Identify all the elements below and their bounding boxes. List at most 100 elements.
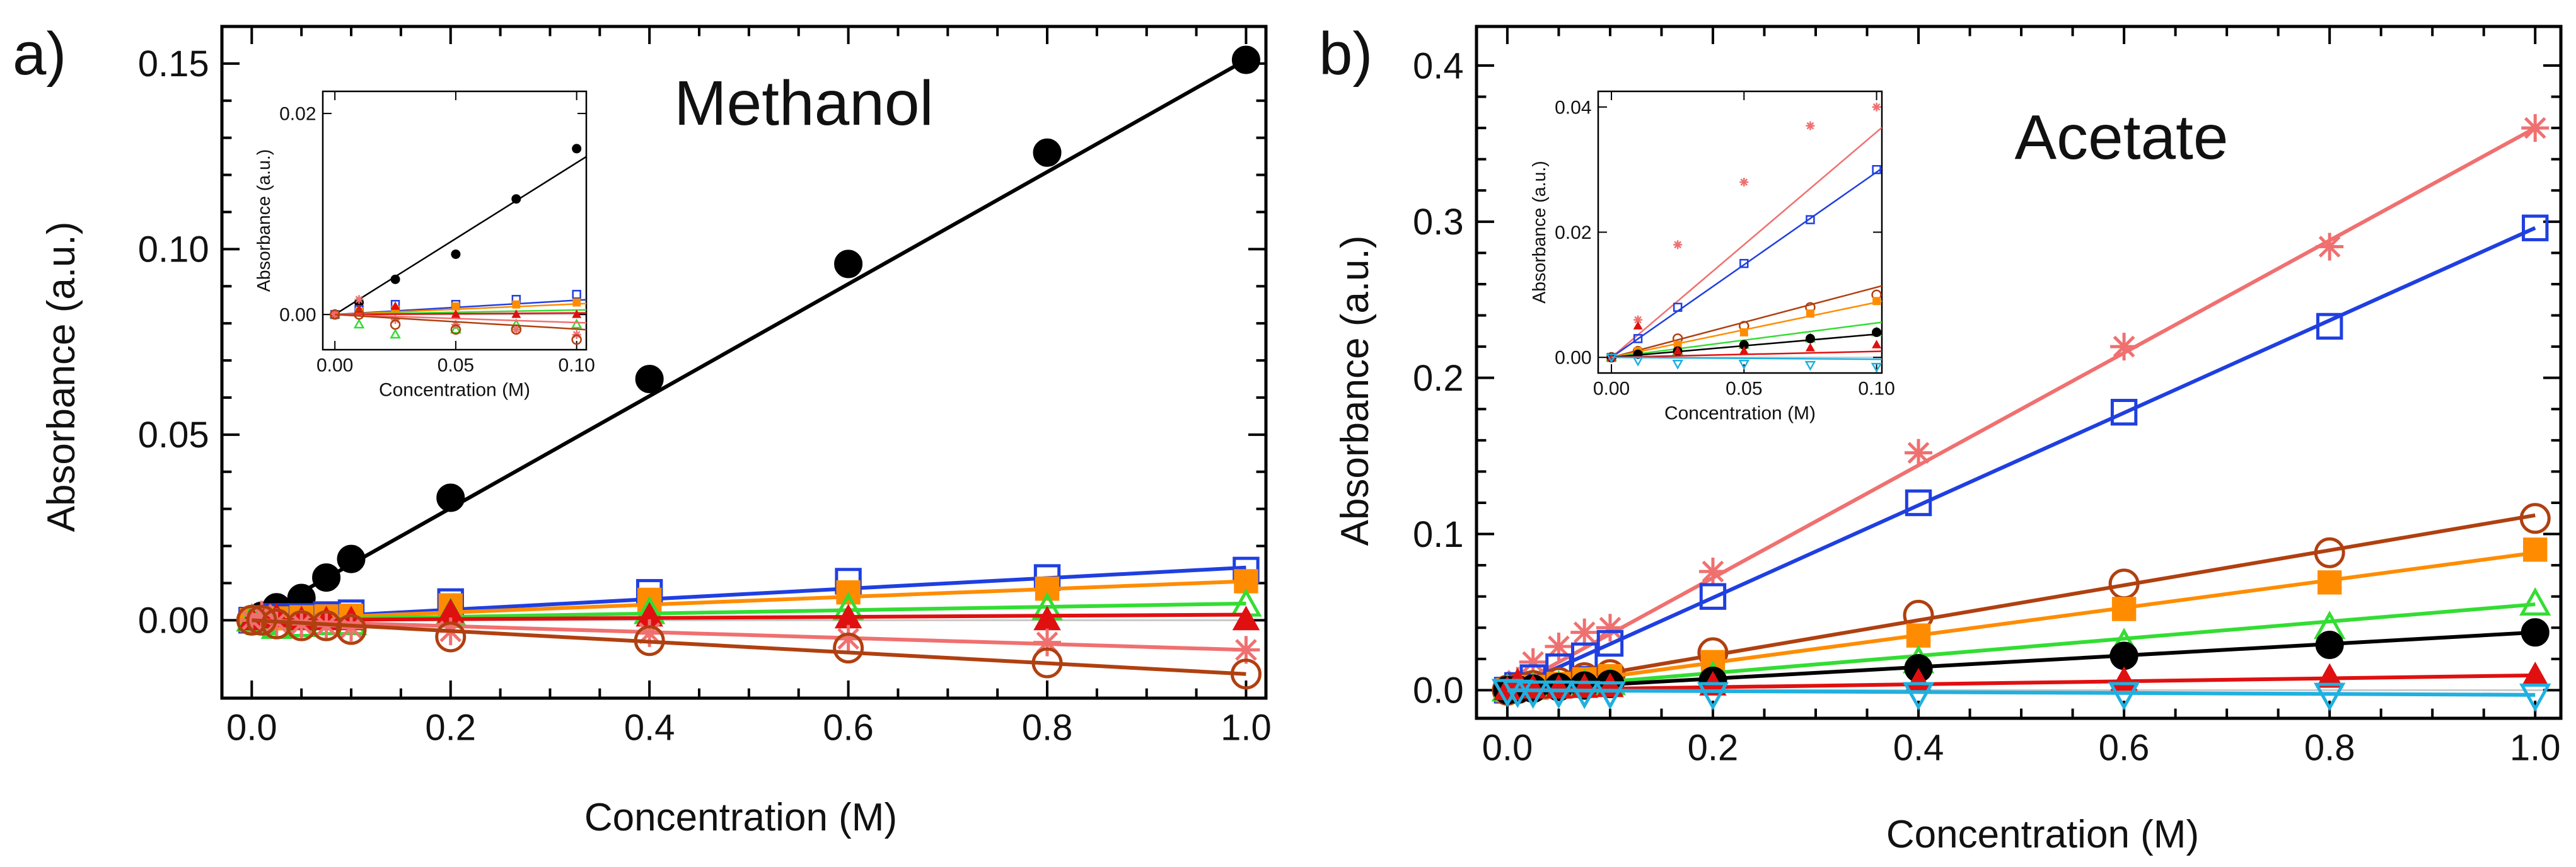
data-point [1632,356,1644,367]
plot-frame [1475,25,2563,720]
data-point [1230,658,1262,690]
data-point [354,309,364,320]
y-tick-label: 0.10 [138,229,209,270]
data-point [286,610,317,641]
data-point [1872,164,1881,175]
data-point [511,309,521,318]
data-point [1673,346,1683,355]
data-point [1033,138,1062,167]
data-point [511,324,522,335]
series-red [330,301,586,318]
fit-line [335,313,586,324]
panel-label: b) [1319,20,1372,88]
data-point [1697,682,1729,711]
fit-line [1611,168,1882,359]
inset-x-axis-label: Concentration (M) [379,380,530,401]
fit-line [335,302,586,316]
data-point [2316,313,2343,340]
data-point [1738,359,1750,370]
x-tick-label: 0.00 [1593,379,1630,399]
fit-line [1507,602,2536,692]
y-axis-label: Absorbance (a.u.) [1333,236,1377,546]
data-point [2316,663,2343,688]
data-point [390,319,401,330]
x-tick-label: 0.10 [558,355,595,376]
series-layer [329,144,586,345]
data-point [2110,333,2138,361]
data-point [450,323,461,334]
fit-line [1506,226,2536,692]
x-axis-label: Concentration (M) [584,796,897,839]
data-point [1231,45,1260,74]
data-point [1872,327,1882,337]
data-point [2519,587,2551,616]
data-point [451,309,461,318]
data-point [2110,399,2138,426]
data-point [1633,334,1643,343]
data-point [1739,346,1749,355]
plot-frame [220,25,1268,700]
data-point [2521,618,2550,647]
x-tick-label: 0.4 [1893,728,1944,769]
data-point [511,325,521,335]
data-point [390,301,400,310]
data-point [2522,214,2549,241]
y-tick-label: 0.02 [279,104,316,125]
fit-line [1611,127,1882,359]
fit-line [252,618,1246,652]
data-point [572,309,582,318]
data-point [2314,682,2346,711]
data-point [1805,333,1815,343]
fit-line [250,58,1247,622]
data-point [834,624,862,653]
y-tick-label: 0.00 [138,600,209,641]
data-point [450,324,461,335]
data-point [2109,641,2138,670]
inset-x-axis-label: Concentration (M) [1664,403,1816,424]
data-point [1905,439,1933,467]
series-layer [236,45,1262,690]
data-point [1806,309,1814,318]
data-point [1543,680,1575,709]
data-point [2111,597,2137,621]
x-tick-label: 0.05 [1726,379,1762,399]
fit-line [1507,551,2536,692]
data-point [1872,102,1881,112]
data-point [1872,297,1881,306]
data-point [1806,215,1815,224]
data-point [236,604,267,636]
y-tick-label: 0.00 [279,305,316,326]
inset-plot: 0.00 0.05 0.10 0.00 0.02 0.04 Concentration (M… [1529,90,1895,424]
data-point [634,625,665,657]
x-tick-label: 0.8 [2304,728,2355,769]
data-point [1805,343,1815,352]
data-point [1699,583,1727,610]
data-point [261,608,293,640]
data-point [390,274,400,284]
chart-title: Acetate [2014,102,2228,173]
data-point [1871,362,1882,373]
y-tick-label: 0.3 [1413,202,1464,243]
data-point [1517,680,1549,709]
y-tick-label: 0.15 [138,43,209,84]
data-point [1698,558,1727,586]
data-point [2108,682,2140,711]
fit-line [252,618,1246,676]
data-point [2317,570,2342,595]
chart-title: Methanol [674,68,933,139]
series-brown [329,309,586,345]
y-tick-label: 0.04 [1555,97,1591,118]
y-tick-label: 0.1 [1413,514,1464,555]
data-point [511,194,521,204]
data-point [1232,606,1260,631]
data-point [1596,614,1624,642]
data-point [335,614,367,645]
data-point [1672,359,1683,370]
data-point [435,621,467,653]
x-tick-label: 0.0 [226,708,277,749]
x-axis-label: Concentration (M) [1886,813,2199,856]
data-point [635,365,664,394]
series-layer [1606,102,1882,373]
data-point [635,619,664,647]
